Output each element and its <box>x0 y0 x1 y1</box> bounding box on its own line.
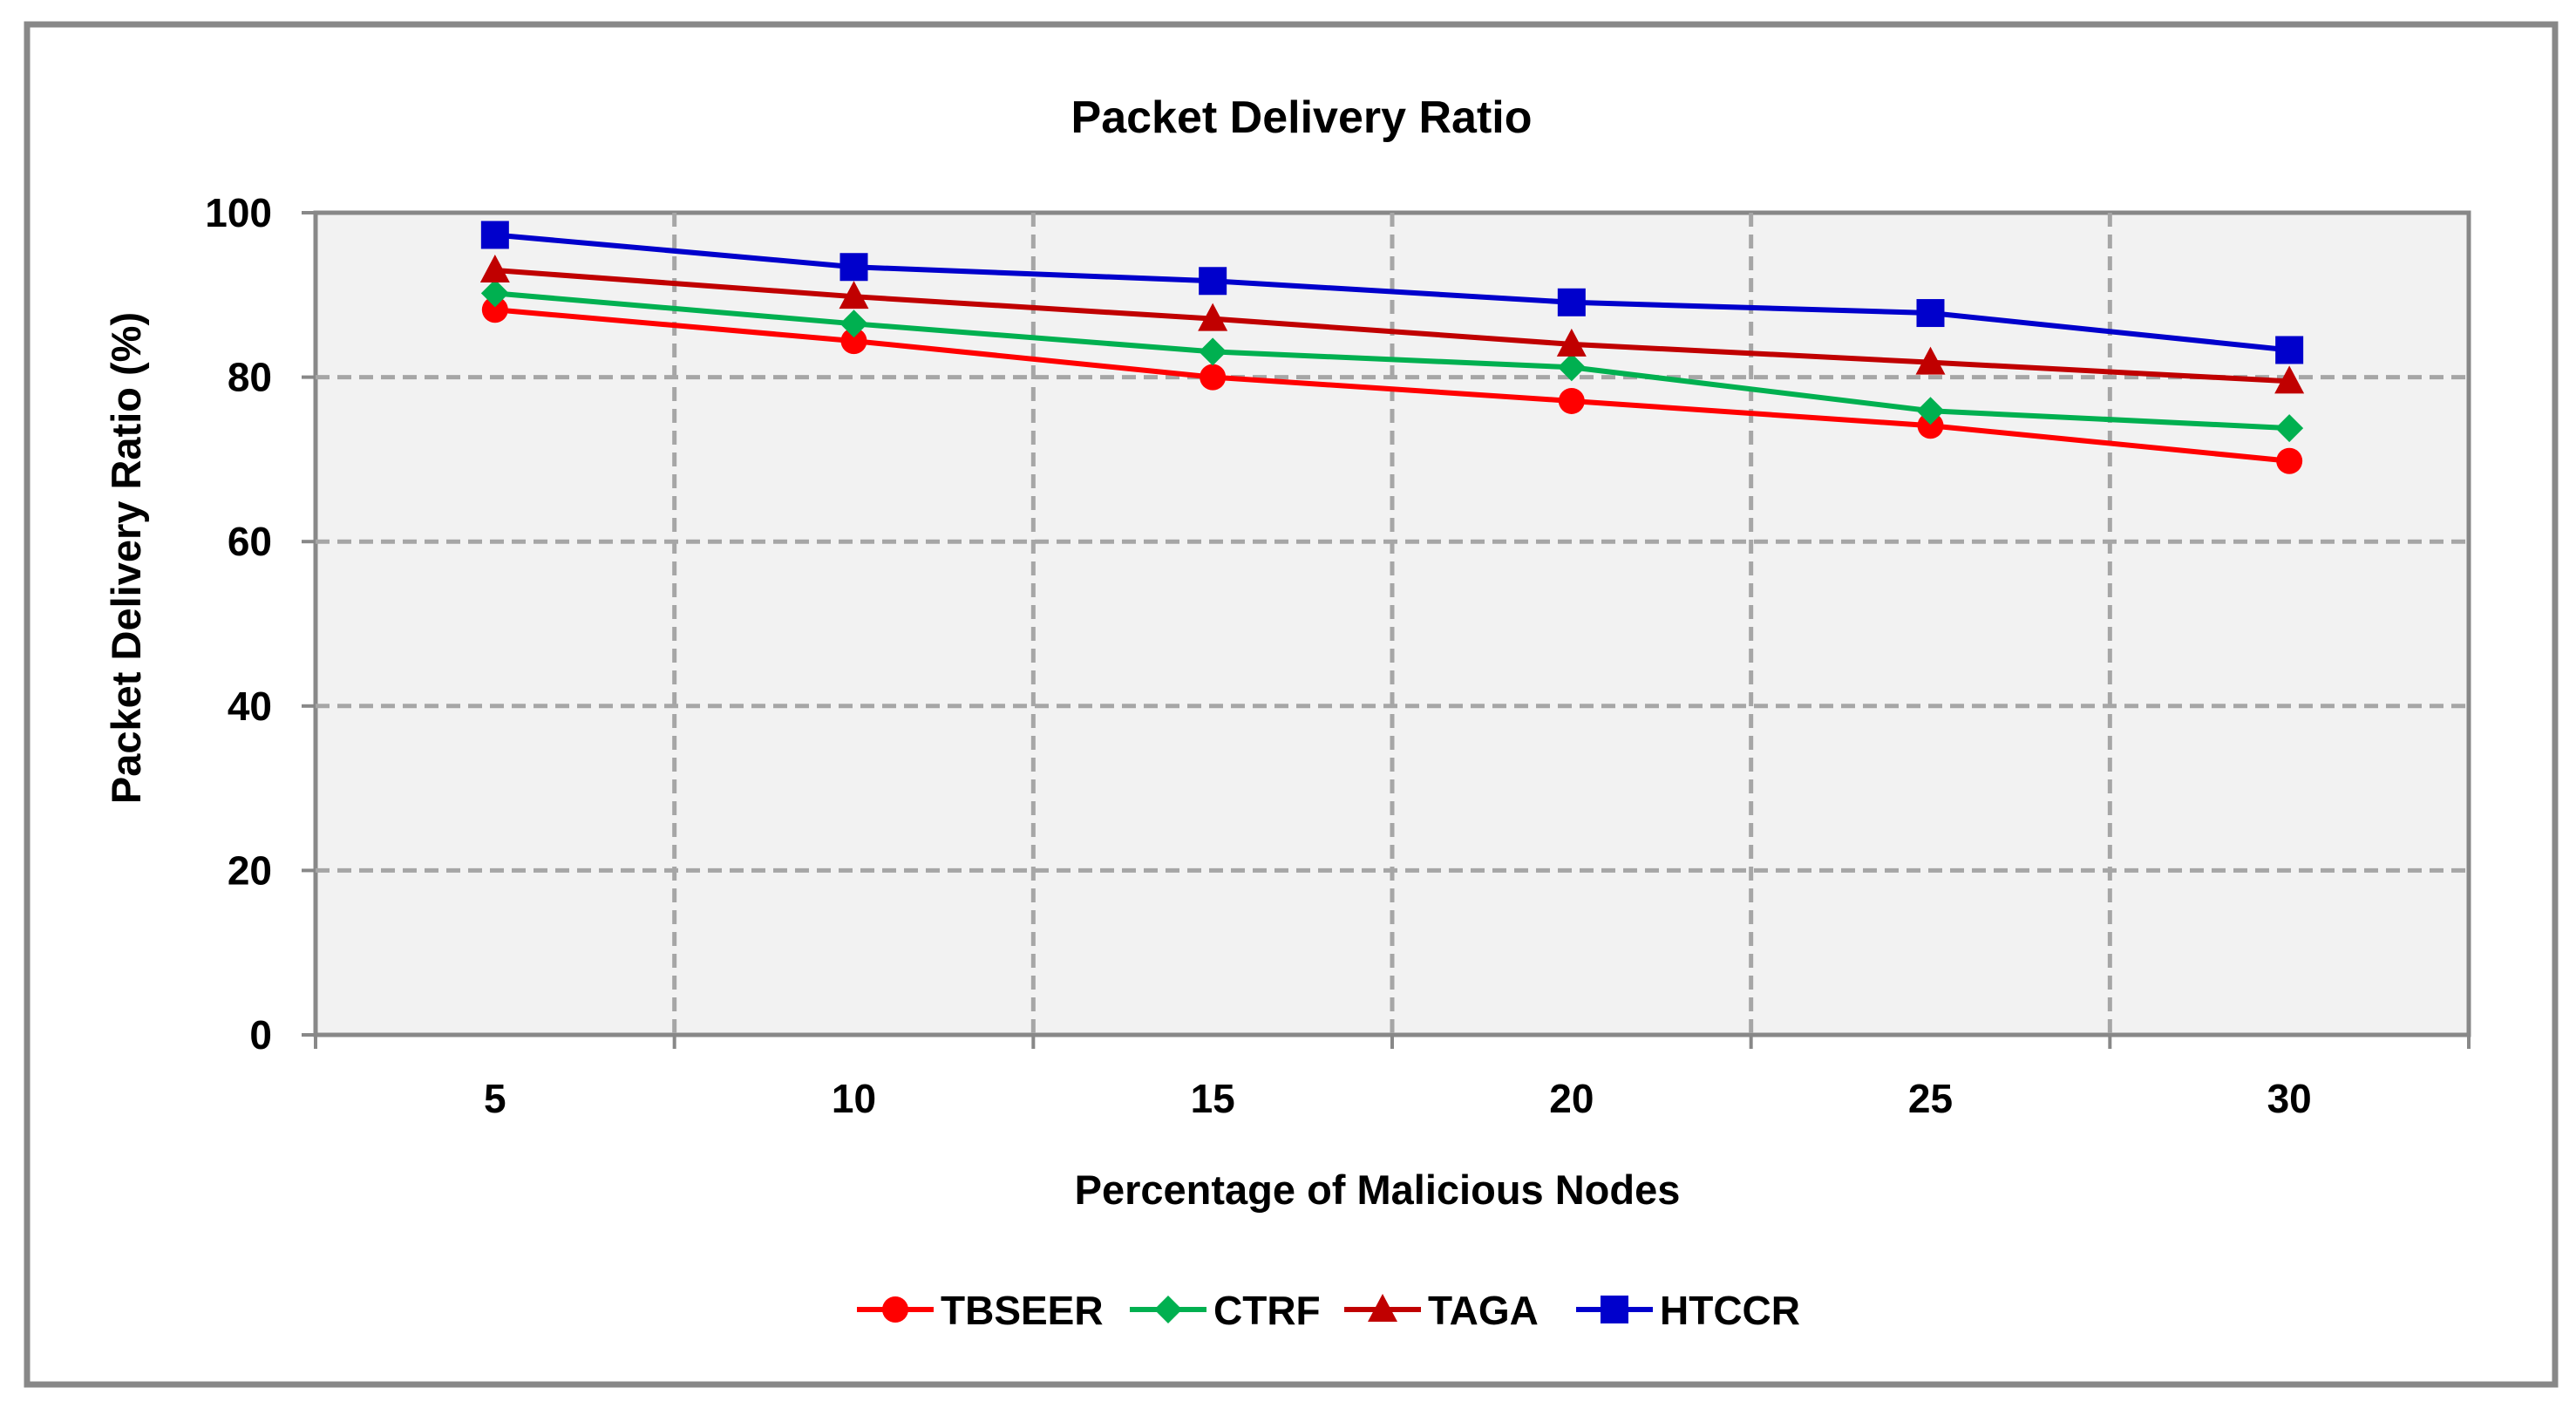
y-tick-label: 40 <box>228 684 272 729</box>
series-ctrf <box>480 279 2304 443</box>
data-point-taga <box>1915 346 1946 375</box>
y-axis-label: Packet Delivery Ratio (%) <box>103 312 149 804</box>
y-tick-label: 60 <box>228 519 272 564</box>
legend-label-ctrf: CTRF <box>1213 1288 1321 1333</box>
data-point-taga <box>2274 365 2305 394</box>
data-point-htccr <box>1557 288 1586 316</box>
x-tick-label: 10 <box>832 1076 876 1121</box>
legend-marker-taga <box>1368 1294 1397 1322</box>
data-point-taga <box>1198 303 1228 331</box>
data-point-ctrf <box>2275 414 2304 443</box>
series-tbseer <box>481 296 2303 474</box>
data-point-tbseer <box>481 296 508 323</box>
legend-marker-tbseer <box>882 1296 908 1323</box>
data-point-taga <box>839 281 869 310</box>
legend: TBSEER CTRF TAGA HTCCR <box>857 1288 1800 1333</box>
data-point-htccr <box>1199 267 1227 296</box>
legend-item-taga: TAGA <box>1344 1288 1539 1333</box>
chart-title: Packet Delivery Ratio <box>1071 92 1533 143</box>
x-tick-label: 15 <box>1191 1076 1235 1121</box>
legend-item-ctrf: CTRF <box>1130 1288 1321 1333</box>
data-point-tbseer <box>2276 447 2303 474</box>
data-point-ctrf <box>1916 397 1945 425</box>
y-tick-label: 80 <box>228 355 272 400</box>
series-line-taga <box>494 268 2290 384</box>
axes: 0 20 40 60 80 100 5 10 15 20 25 30 <box>205 190 2471 1121</box>
series-line-tbseer <box>494 307 2290 464</box>
data-point-tbseer <box>1558 387 1585 414</box>
series-htccr <box>480 221 2304 364</box>
data-point-tbseer <box>1917 412 1944 439</box>
data-point-htccr <box>839 253 868 282</box>
x-tick-label: 30 <box>2267 1076 2312 1121</box>
legend-item-tbseer: TBSEER <box>857 1288 1104 1333</box>
data-point-taga <box>479 255 510 283</box>
data-point-ctrf <box>1199 337 1227 366</box>
legend-marker-htccr <box>1601 1296 1628 1323</box>
series-line-htccr <box>494 232 2290 353</box>
data-point-htccr <box>480 221 509 249</box>
data-point-tbseer <box>840 328 867 355</box>
x-axis-label: Percentage of Malicious Nodes <box>1075 1167 1681 1213</box>
legend-marker-ctrf <box>1154 1296 1182 1323</box>
data-point-ctrf <box>480 279 509 308</box>
legend-label-htccr: HTCCR <box>1660 1288 1800 1333</box>
data-point-tbseer <box>1200 364 1227 391</box>
data-point-htccr <box>1916 299 1945 328</box>
legend-item-htccr: HTCCR <box>1576 1288 1800 1333</box>
series-line-ctrf <box>494 290 2290 432</box>
data-point-taga <box>1556 328 1587 357</box>
series-taga <box>479 255 2305 394</box>
y-tick-label: 100 <box>205 190 272 235</box>
gridlines <box>316 213 2469 1035</box>
data-point-ctrf <box>839 310 868 338</box>
legend-label-tbseer: TBSEER <box>941 1288 1104 1333</box>
series-layer <box>479 221 2305 474</box>
data-point-htccr <box>2275 336 2304 364</box>
x-tick-label: 25 <box>1908 1076 1953 1121</box>
data-point-ctrf <box>1557 353 1586 382</box>
x-tick-label: 20 <box>1549 1076 1594 1121</box>
y-tick-label: 0 <box>249 1012 272 1058</box>
x-tick-label: 5 <box>484 1076 506 1121</box>
legend-label-taga: TAGA <box>1428 1288 1539 1333</box>
y-tick-label: 20 <box>228 847 272 893</box>
